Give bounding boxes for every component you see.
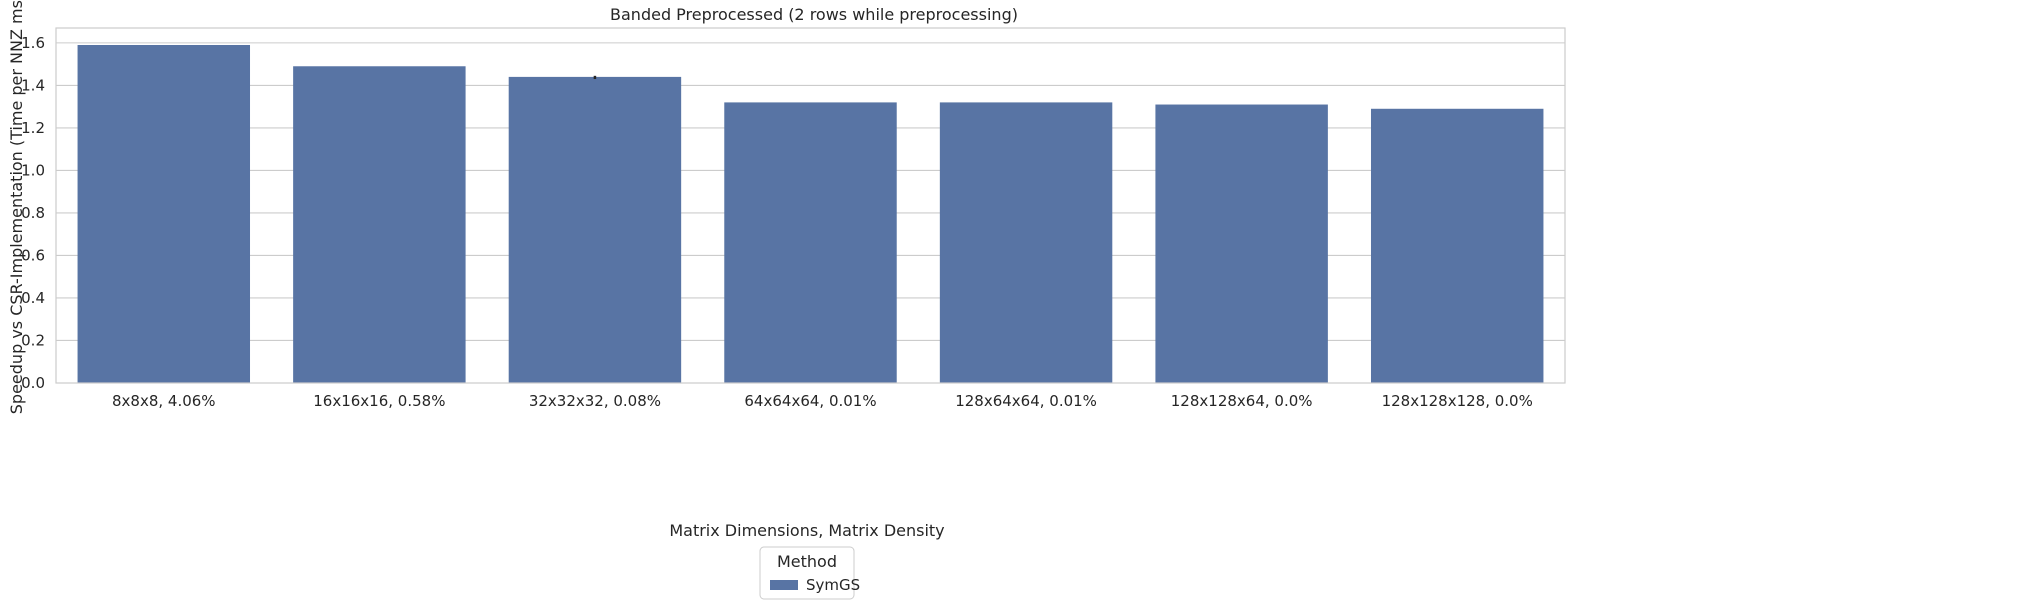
y-tick-label: 1.4 — [21, 76, 45, 94]
y-axis-title: Speedup vs CSR-Implementation (Time per … — [7, 0, 26, 414]
legend: Method SymGS — [759, 546, 860, 600]
y-tick-label: 1.6 — [21, 34, 45, 52]
bar — [508, 76, 682, 383]
x-tick-label: 16x16x16, 0.58% — [313, 392, 445, 410]
bar — [939, 102, 1113, 384]
y-tick-label: 0.6 — [21, 246, 45, 264]
bar — [724, 102, 897, 384]
bars — [77, 45, 1544, 384]
plot-frame — [55, 27, 1566, 384]
y-tick-label: 1.0 — [21, 161, 45, 179]
legend-swatch — [770, 580, 798, 590]
bar — [293, 66, 466, 383]
y-tick-labels: 0.0 0.2 0.4 0.6 0.8 1.0 1.2 1.4 1.6 — [21, 34, 45, 392]
x-axis-title: Matrix Dimensions, Matrix Density — [669, 521, 944, 540]
y-tick-label: 0.0 — [21, 374, 45, 392]
x-tick-label: 128x64x64, 0.01% — [955, 392, 1097, 410]
bar — [1155, 104, 1328, 383]
x-tick-label: 64x64x64, 0.01% — [744, 392, 876, 410]
bar — [1370, 108, 1544, 383]
legend-label-symgs: SymGS — [806, 576, 860, 594]
y-tick-label: 0.8 — [21, 204, 45, 222]
x-tick-label: 128x128x64, 0.0% — [1171, 392, 1313, 410]
x-tick-label: 128x128x128, 0.0% — [1382, 392, 1533, 410]
chart-title: Banded Preprocessed (2 rows while prepro… — [610, 5, 1018, 24]
x-tick-labels: 8x8x8, 4.06% 16x16x16, 0.58% 32x32x32, 0.0… — [112, 392, 1533, 410]
y-tick-label: 0.2 — [21, 331, 45, 349]
legend-title: Method — [777, 552, 837, 571]
x-tick-label: 32x32x32, 0.08% — [529, 392, 661, 410]
y-tick-label: 1.2 — [21, 119, 45, 137]
x-tick-label: 8x8x8, 4.06% — [112, 392, 216, 410]
y-tick-label: 0.4 — [21, 289, 45, 307]
bar — [77, 45, 251, 384]
